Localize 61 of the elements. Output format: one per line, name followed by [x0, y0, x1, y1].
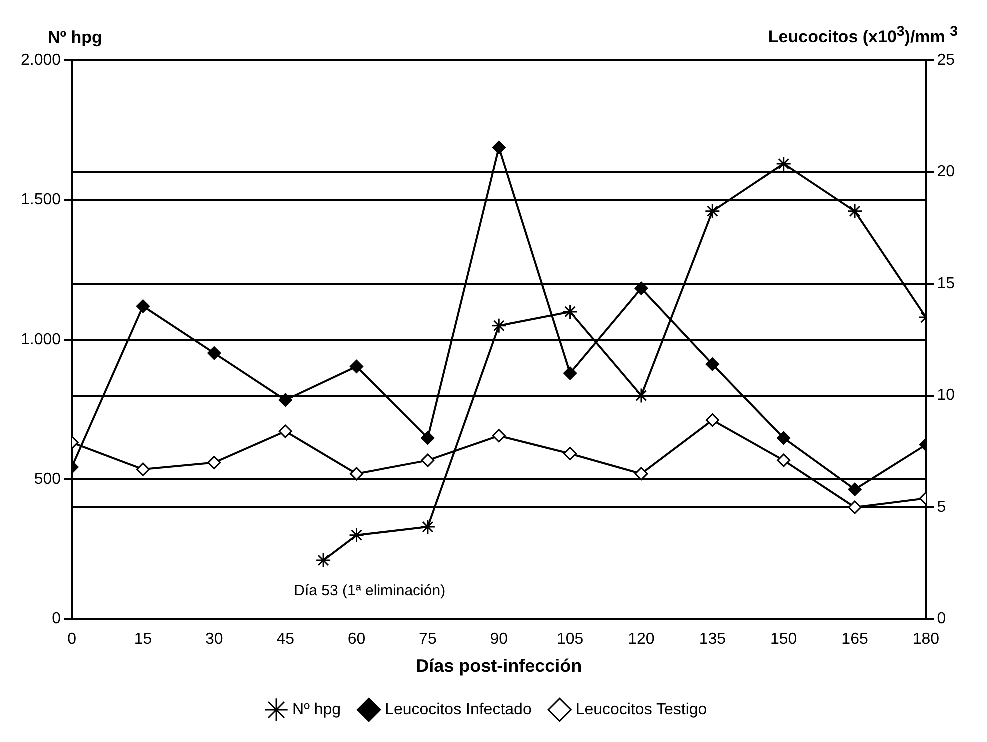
- point: [350, 467, 364, 481]
- x-tick-label: 120: [628, 631, 655, 648]
- y2-tick-label: 20: [937, 164, 956, 181]
- point: [136, 300, 150, 314]
- y-tick-label: 1.500: [20, 192, 62, 209]
- x-tick-label: 90: [490, 631, 508, 648]
- point: [136, 462, 150, 476]
- point: [706, 358, 720, 372]
- y-tick-label: 1.000: [20, 331, 62, 348]
- x-tick-label: 15: [134, 631, 152, 648]
- point: [634, 282, 648, 296]
- point: [848, 500, 862, 514]
- x-tick-label: 75: [419, 631, 437, 648]
- point: [421, 431, 435, 445]
- y-axis-title: Nº hpg: [48, 28, 102, 48]
- point: [847, 204, 863, 220]
- y-tick-label: 0: [52, 610, 62, 628]
- point: [634, 467, 648, 481]
- y2-tick-label: 15: [937, 275, 956, 292]
- point: [278, 393, 292, 407]
- point: [349, 528, 365, 544]
- legend-label: Nº hpg: [292, 701, 342, 718]
- x-axis-title: Días post-infección: [416, 656, 582, 676]
- x-tick-label: 30: [206, 631, 224, 648]
- point: [777, 431, 791, 445]
- point: [777, 454, 791, 468]
- point: [316, 552, 332, 568]
- point: [564, 447, 578, 461]
- x-tick-label: 150: [770, 631, 798, 648]
- y2-tick-label: 10: [937, 387, 956, 404]
- x-tick-label: 105: [556, 631, 584, 648]
- x-tick-label: 45: [276, 631, 295, 648]
- x-tick-label: 165: [842, 631, 868, 648]
- point: [492, 140, 506, 154]
- point: [706, 414, 720, 428]
- y-tick-label: 2.000: [20, 52, 62, 70]
- point: [492, 429, 506, 443]
- x-tick-label: 0: [68, 631, 77, 648]
- point: [562, 304, 578, 320]
- x-tick-label: 135: [699, 631, 726, 648]
- point: [564, 366, 578, 380]
- point: [776, 156, 792, 172]
- point: [208, 456, 222, 470]
- legend-label: Leucocitos Infectado: [385, 701, 532, 718]
- y2-tick-label: 25: [937, 52, 956, 70]
- point: [208, 346, 222, 360]
- point: [420, 519, 436, 535]
- point: [491, 318, 507, 334]
- legend-label: Leucocitos Testigo: [576, 701, 708, 718]
- point: [278, 424, 292, 438]
- point: [704, 204, 720, 220]
- y-tick-label: 500: [34, 470, 62, 488]
- point: [350, 360, 364, 374]
- x-tick-label: 60: [348, 631, 366, 648]
- y2-tick-label: 0: [937, 610, 946, 628]
- annotation: Día 53 (1ª eliminación): [294, 582, 446, 600]
- point: [848, 482, 862, 496]
- x-tick-label: 180: [912, 631, 940, 648]
- y2-axis-title: Leucocitos (x10$^{3}$)/mm $^{3}$: [768, 24, 958, 48]
- y2-tick-label: 5: [937, 498, 946, 516]
- point: [421, 454, 435, 468]
